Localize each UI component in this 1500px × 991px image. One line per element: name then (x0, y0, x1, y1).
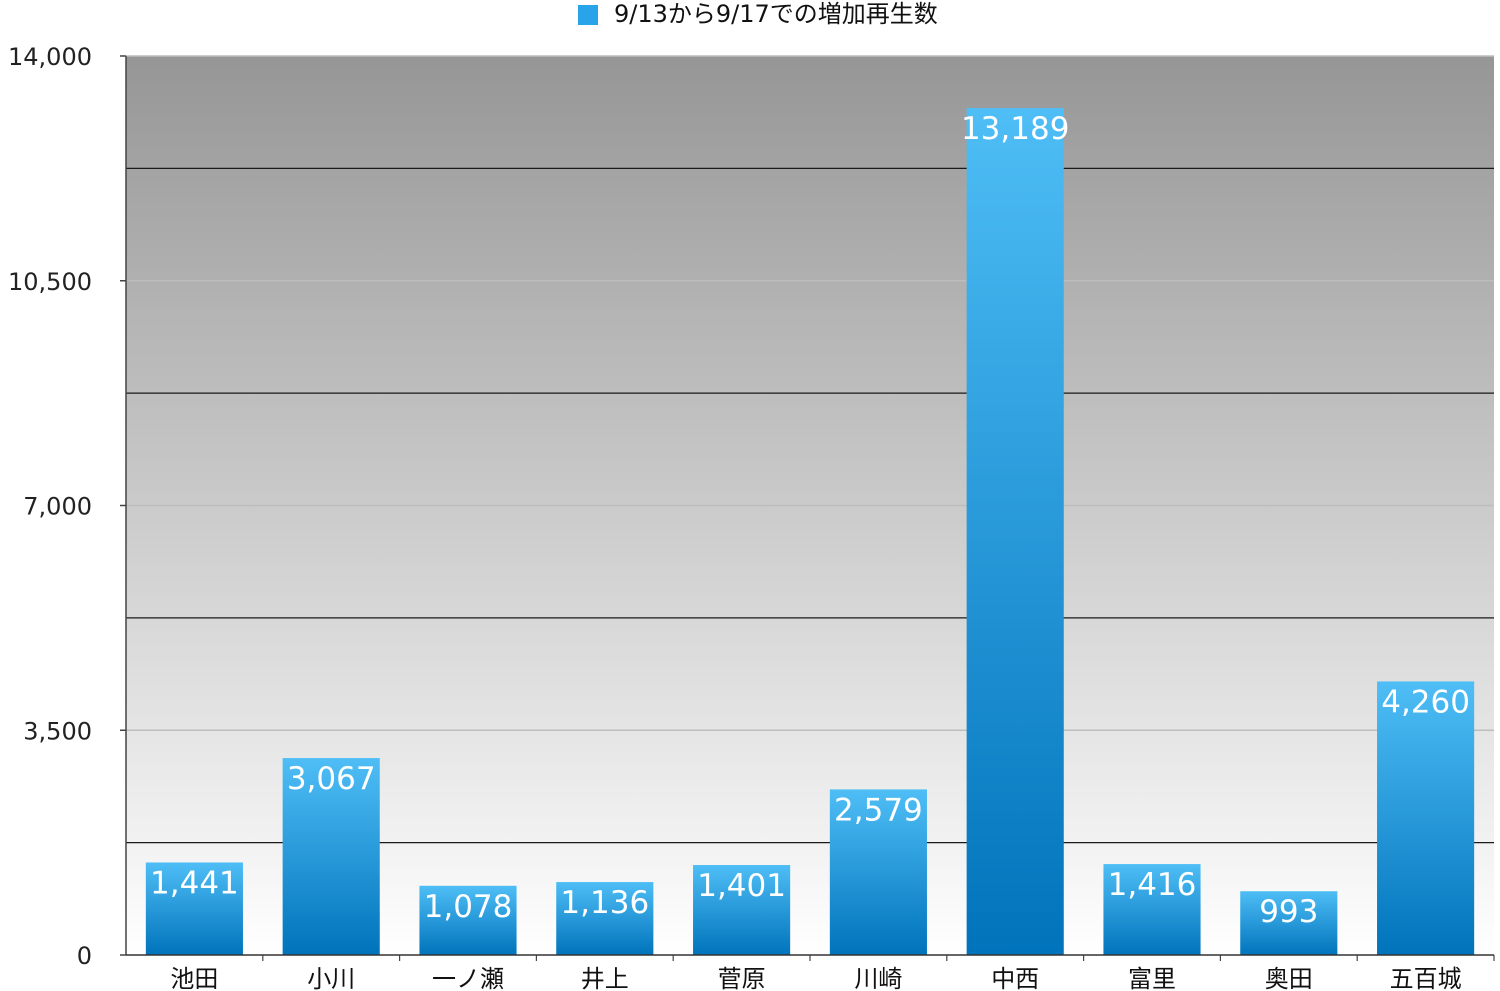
bar (1377, 681, 1475, 955)
x-tick-label: 中西 (991, 965, 1039, 991)
x-axis-labels: 池田 小川 一ノ瀬 井上 菅原 川崎 中西 富里 奥田 五百城 (170, 955, 1495, 991)
bar (966, 108, 1064, 956)
y-tick-label: 14,000 (8, 43, 92, 71)
data-label: 3,067 (287, 761, 376, 797)
data-label: 1,136 (560, 885, 649, 921)
x-tick-label: 池田 (170, 965, 218, 991)
data-label: 1,401 (697, 868, 786, 904)
bar (145, 862, 243, 955)
x-tick-label: 富里 (1128, 965, 1176, 991)
bar (829, 789, 927, 955)
y-tick-label: 10,500 (8, 268, 92, 296)
x-tick-label: 井上 (581, 965, 629, 991)
bar (693, 865, 791, 955)
y-tick-label: 3,500 (23, 717, 92, 745)
bars (145, 108, 1475, 956)
data-label: 1,441 (150, 865, 239, 901)
data-label: 1,416 (1108, 867, 1197, 903)
x-tick-label: 一ノ瀬 (432, 965, 504, 991)
legend: 9/13から9/17での増加再生数 (578, 0, 938, 28)
x-tick-label: 五百城 (1390, 965, 1462, 991)
bar (1103, 864, 1201, 955)
legend-marker (578, 5, 598, 25)
data-label: 4,260 (1381, 684, 1470, 720)
x-tick-label: 奥田 (1265, 965, 1313, 991)
x-tick-label: 川崎 (854, 965, 902, 991)
y-tick-label: 0 (77, 942, 92, 970)
legend-label: 9/13から9/17での増加再生数 (614, 0, 938, 28)
data-label: 1,078 (424, 889, 513, 925)
bar (556, 882, 654, 955)
x-tick-label: 小川 (307, 965, 355, 991)
data-label: 993 (1259, 894, 1318, 930)
data-labels: 1,441 3,067 1,078 1,136 1,401 2,579 13,189 1,41… (150, 111, 1470, 930)
bar (1240, 891, 1338, 955)
y-tick-label: 7,000 (23, 493, 92, 521)
data-label: 2,579 (834, 792, 923, 828)
bar (419, 885, 517, 955)
data-label: 13,189 (961, 111, 1069, 147)
y-axis-ticks: 0 3,500 7,000 10,500 14,000 (8, 43, 126, 970)
x-tick-label: 菅原 (718, 965, 766, 991)
bar (282, 758, 380, 955)
